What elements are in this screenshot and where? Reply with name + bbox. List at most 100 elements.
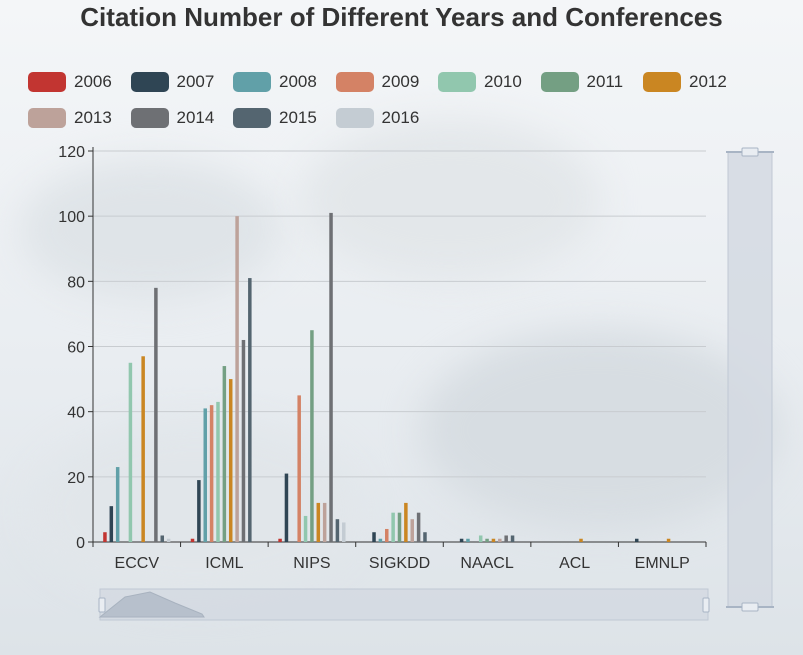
bar-ECCV-2008[interactable]: [115, 467, 120, 542]
bar-SIGKDD-2008[interactable]: [378, 538, 383, 542]
legend-swatch: [438, 72, 476, 92]
legend-item-2007[interactable]: 2007: [130, 70, 215, 94]
legend-label: 2014: [176, 108, 215, 127]
legend-item-2014[interactable]: 2014: [130, 106, 215, 130]
bar-NIPS-2012[interactable]: [316, 502, 321, 542]
bar-ICML-2012[interactable]: [228, 379, 233, 542]
bars: [103, 212, 671, 543]
legend-item-2008[interactable]: 2008: [233, 70, 317, 94]
legend-item-2012[interactable]: 2012: [643, 70, 727, 94]
bar-NAACL-2013[interactable]: [498, 538, 502, 542]
bar-ICML-2011[interactable]: [222, 366, 227, 542]
chart-title: Citation Number of Different Years and C…: [80, 2, 723, 32]
bar-ICML-2014[interactable]: [241, 339, 246, 542]
bar-SIGKDD-2015[interactable]: [423, 532, 427, 542]
bar-ICML-2008[interactable]: [203, 408, 208, 542]
legend-label: 2012: [689, 72, 727, 91]
x-category-label: NIPS: [293, 555, 330, 572]
bar-ICML-2013[interactable]: [235, 216, 239, 542]
x-category-label: SIGKDD: [369, 555, 430, 572]
bar-SIGKDD-2013[interactable]: [410, 519, 414, 542]
bar-NIPS-2015[interactable]: [335, 519, 340, 542]
bar-ECCV-2016[interactable]: [166, 538, 171, 542]
bar-NAACL-2011[interactable]: [485, 538, 489, 542]
axes: 0 20 40 60 80 100 120 ECCV ICML NIPS SIGKDD NAACL AC…: [58, 144, 707, 572]
legend-swatch: [643, 72, 681, 92]
bar-SIGKDD-2012[interactable]: [404, 502, 408, 542]
x-category-label: NAACL: [460, 555, 513, 572]
legend-label: 2008: [279, 72, 317, 91]
bar-NIPS-2007[interactable]: [284, 473, 289, 542]
y-tick-label: 80: [67, 274, 85, 291]
grid-lines: [93, 150, 706, 478]
legend-item-2009[interactable]: 2009: [335, 70, 420, 94]
x-category-label: ACL: [559, 555, 590, 572]
bar-ICML-2006[interactable]: [190, 538, 195, 542]
bar-ECCV-2010[interactable]: [128, 362, 133, 542]
legend-label: 2007: [176, 72, 215, 91]
bar-NIPS-2014[interactable]: [329, 212, 333, 543]
bar-ICML-2015[interactable]: [248, 278, 252, 542]
legend-swatch: [130, 108, 169, 128]
bar-SIGKDD-2011[interactable]: [397, 512, 402, 542]
bar-NAACL-2012[interactable]: [491, 538, 496, 542]
data-zoom-controls[interactable]: [98, 147, 774, 621]
legend-item-2015[interactable]: 2015: [233, 106, 317, 130]
y-tick-label: 60: [67, 340, 85, 357]
bar-ECCV-2012[interactable]: [141, 356, 145, 542]
legend-label: 2006: [74, 72, 112, 91]
legend-item-2006[interactable]: 2006: [28, 70, 112, 94]
bar-ICML-2009[interactable]: [209, 405, 214, 542]
y-tick-label: 120: [58, 144, 85, 161]
legend-label: 2015: [279, 108, 317, 127]
y-zoom-handle[interactable]: [741, 147, 759, 157]
bar-EMNLP-2012[interactable]: [666, 538, 671, 542]
bar-NIPS-2010[interactable]: [303, 515, 308, 542]
x-zoom-shadow-area: [98, 591, 205, 618]
x-zoom-handle[interactable]: [702, 597, 710, 613]
bar-NAACL-2008[interactable]: [466, 538, 470, 542]
bar-NIPS-2013[interactable]: [322, 502, 327, 542]
x-zoom-handle[interactable]: [98, 597, 106, 613]
legend-item-2016[interactable]: 2016: [335, 106, 420, 130]
y-zoom-handle[interactable]: [741, 602, 759, 612]
legend-item-2011[interactable]: 2011: [540, 70, 623, 94]
x-category-label: ECCV: [115, 555, 160, 572]
bar-ICML-2010[interactable]: [216, 401, 220, 542]
bar-ECCV-2006[interactable]: [103, 532, 107, 542]
y-zoom-slider[interactable]: [727, 151, 773, 608]
legend-label: 2009: [381, 72, 420, 91]
legend-swatch: [130, 72, 169, 92]
legend-label: 2010: [484, 72, 522, 91]
legend-swatch: [335, 72, 374, 92]
bar-ICML-2007[interactable]: [197, 480, 201, 542]
y-tick-label: 20: [67, 470, 85, 487]
bar-EMNLP-2007[interactable]: [634, 538, 639, 542]
y-tick-label: 40: [67, 405, 85, 422]
y-tick-label: 0: [76, 535, 85, 552]
bar-NAACL-2007[interactable]: [459, 538, 464, 542]
bar-NIPS-2016[interactable]: [342, 522, 346, 542]
bar-SIGKDD-2009[interactable]: [385, 528, 389, 542]
legend-swatch: [540, 72, 579, 92]
bar-SIGKDD-2014[interactable]: [416, 512, 421, 542]
legend-label: 2016: [381, 108, 420, 127]
bar-ECCV-2014[interactable]: [154, 287, 158, 542]
legend-item-2013[interactable]: 2013: [28, 106, 112, 130]
legend-swatch: [233, 72, 271, 92]
bar-SIGKDD-2010[interactable]: [391, 512, 395, 542]
bar-NIPS-2009[interactable]: [297, 395, 301, 542]
bar-NAACL-2015[interactable]: [510, 535, 515, 542]
bar-NAACL-2014[interactable]: [504, 535, 508, 542]
bar-ECCV-2007[interactable]: [109, 506, 114, 542]
bar-ECCV-2015[interactable]: [160, 535, 165, 542]
x-category-label: ICML: [205, 555, 243, 572]
bar-ACL-2012[interactable]: [579, 538, 583, 542]
bar-NIPS-2006[interactable]: [278, 538, 282, 542]
bar-SIGKDD-2007[interactable]: [372, 532, 376, 542]
legend-item-2010[interactable]: 2010: [438, 70, 522, 94]
bar-NAACL-2010[interactable]: [478, 535, 483, 542]
bar-NIPS-2011[interactable]: [310, 330, 314, 542]
